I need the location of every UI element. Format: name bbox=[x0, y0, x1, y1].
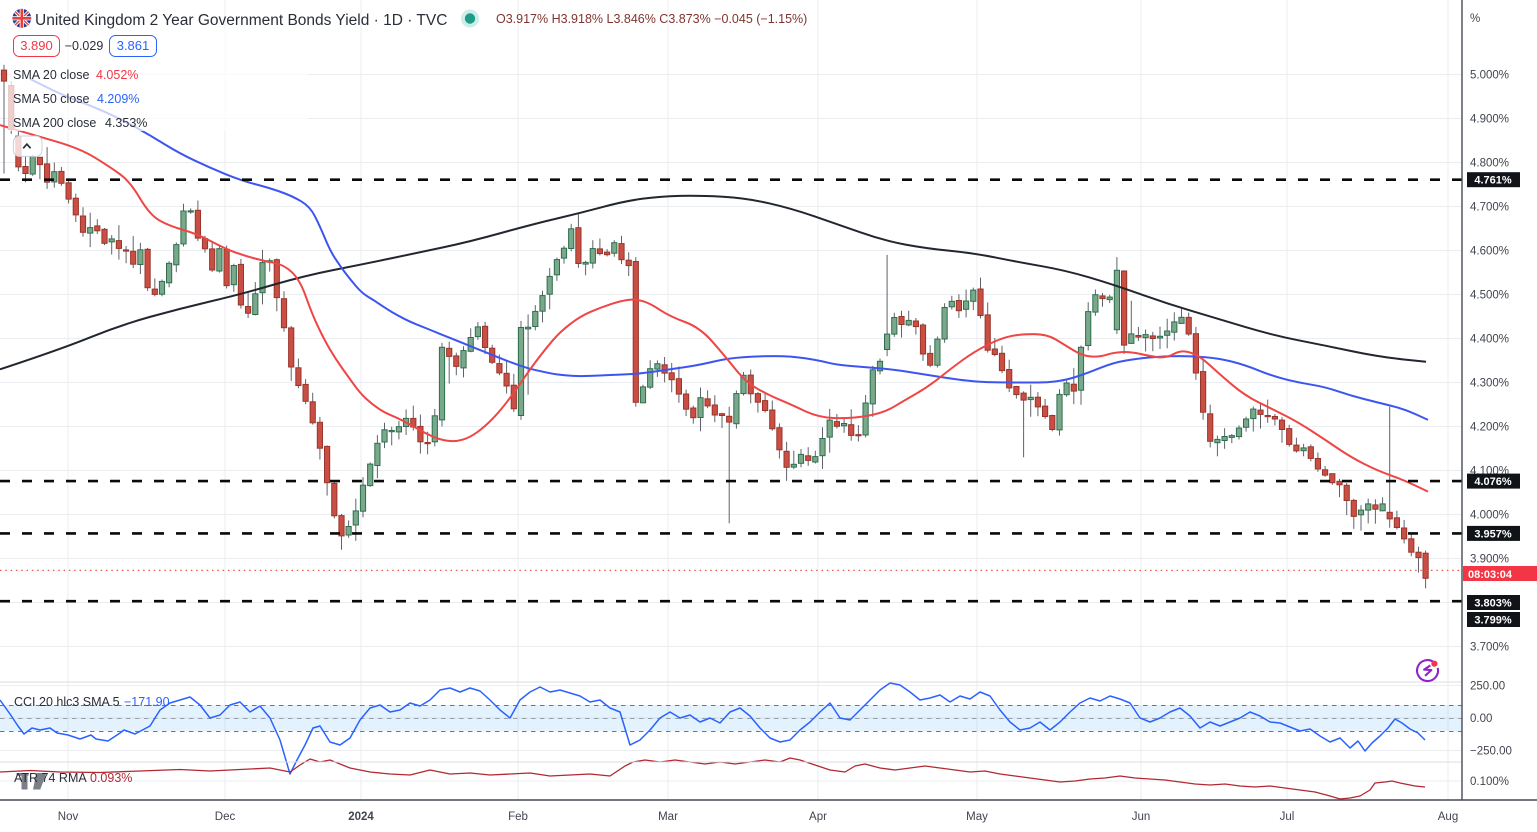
svg-text:5.000%: 5.000% bbox=[1470, 70, 1509, 82]
svg-text:Apr: Apr bbox=[809, 811, 827, 823]
svg-text:4.353%: 4.353% bbox=[105, 116, 147, 130]
svg-text:Jun: Jun bbox=[1132, 811, 1151, 823]
svg-text:3.861: 3.861 bbox=[117, 38, 150, 53]
svg-text:−171.90: −171.90 bbox=[124, 695, 170, 709]
svg-text:4.800%: 4.800% bbox=[1470, 158, 1509, 170]
svg-text:4.076%: 4.076% bbox=[1474, 476, 1512, 488]
svg-text:%: % bbox=[1470, 13, 1480, 25]
svg-text:4.700%: 4.700% bbox=[1470, 202, 1509, 214]
svg-text:3.957%: 3.957% bbox=[1474, 528, 1512, 540]
svg-text:4.400%: 4.400% bbox=[1470, 334, 1509, 346]
svg-text:SMA 50 close: SMA 50 close bbox=[13, 92, 89, 106]
svg-text:4.900%: 4.900% bbox=[1470, 114, 1509, 126]
svg-text:4.000%: 4.000% bbox=[1470, 510, 1509, 522]
svg-text:−250.00: −250.00 bbox=[1470, 746, 1512, 758]
svg-text:ATR 74 RMA: ATR 74 RMA bbox=[14, 771, 87, 785]
svg-text:4.300%: 4.300% bbox=[1470, 378, 1509, 390]
svg-text:Mar: Mar bbox=[658, 811, 678, 823]
svg-text:4.761%: 4.761% bbox=[1474, 175, 1512, 187]
svg-text:−0.029: −0.029 bbox=[65, 39, 104, 53]
svg-text:SMA 200 close: SMA 200 close bbox=[13, 116, 96, 130]
svg-text:Jul: Jul bbox=[1280, 811, 1295, 823]
svg-text:4.600%: 4.600% bbox=[1470, 246, 1509, 258]
svg-text:0.100%: 0.100% bbox=[1470, 776, 1509, 788]
svg-text:0.093%: 0.093% bbox=[90, 771, 132, 785]
svg-text:3.700%: 3.700% bbox=[1470, 642, 1509, 654]
svg-text:0.00: 0.00 bbox=[1470, 713, 1492, 725]
svg-text:O3.917% H3.918% L3.846% C3.873: O3.917% H3.918% L3.846% C3.873% −0.045 (… bbox=[496, 12, 807, 26]
svg-text:Dec: Dec bbox=[215, 811, 236, 823]
svg-text:08:03:04: 08:03:04 bbox=[1468, 569, 1513, 581]
svg-text:4.209%: 4.209% bbox=[97, 92, 139, 106]
svg-text:3.900%: 3.900% bbox=[1470, 554, 1509, 566]
svg-text:Nov: Nov bbox=[58, 811, 79, 823]
svg-text:3.803%: 3.803% bbox=[1474, 598, 1512, 610]
svg-text:CCI 20 hlc3 SMA 5: CCI 20 hlc3 SMA 5 bbox=[14, 695, 120, 709]
svg-text:4.200%: 4.200% bbox=[1470, 422, 1509, 434]
svg-text:Aug: Aug bbox=[1438, 811, 1458, 823]
svg-text:4.500%: 4.500% bbox=[1470, 290, 1509, 302]
svg-text:SMA 20 close: SMA 20 close bbox=[13, 68, 89, 82]
svg-text:4.052%: 4.052% bbox=[96, 68, 138, 82]
svg-text:2024: 2024 bbox=[348, 811, 374, 823]
svg-text:May: May bbox=[966, 811, 988, 823]
svg-text:250.00: 250.00 bbox=[1470, 681, 1505, 693]
svg-text:3.890: 3.890 bbox=[20, 38, 53, 53]
svg-text:United Kingdom 2 Year Governme: United Kingdom 2 Year Government Bonds Y… bbox=[35, 12, 447, 29]
svg-text:3.799%: 3.799% bbox=[1474, 615, 1512, 627]
svg-text:Feb: Feb bbox=[508, 811, 528, 823]
